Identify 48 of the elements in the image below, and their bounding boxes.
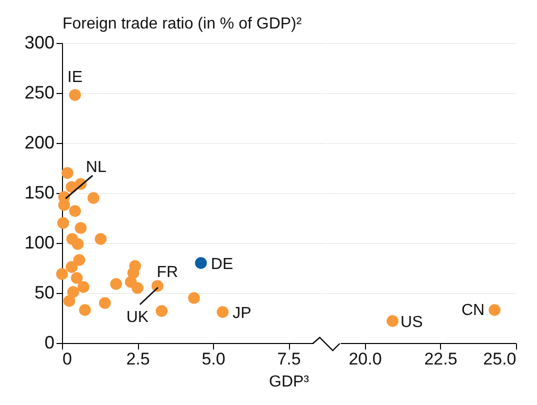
x-tick-label: 22.5 xyxy=(424,349,457,368)
point xyxy=(56,216,69,228)
point xyxy=(77,280,89,292)
x-tick-label: 25.0 xyxy=(482,349,516,368)
point xyxy=(74,222,86,234)
y-tick-label: 100 xyxy=(24,232,54,252)
point xyxy=(131,282,143,294)
y-tick-label: 50 xyxy=(34,282,54,302)
point xyxy=(78,304,90,316)
point xyxy=(155,304,168,316)
point xyxy=(71,238,84,250)
point xyxy=(70,272,82,284)
point xyxy=(61,166,73,178)
point xyxy=(216,306,228,318)
annotation: IE xyxy=(66,68,82,86)
point xyxy=(194,256,206,268)
x-axis-title: GDP³ xyxy=(268,373,310,390)
point xyxy=(86,192,99,204)
annotation: NL xyxy=(85,158,106,176)
point xyxy=(65,260,78,272)
y-axis-title: Foreign trade ratio (in % of GDP)² xyxy=(62,15,302,32)
y-tick-label: 150 xyxy=(24,182,54,202)
point xyxy=(188,292,200,304)
y-tick-label: 200 xyxy=(24,132,54,152)
point xyxy=(151,280,163,292)
x-tick-label: 20.0 xyxy=(348,349,382,368)
x-tick-label: 7.5 xyxy=(276,349,300,368)
annotation: CN xyxy=(461,302,484,318)
x-tick-label: 0 xyxy=(62,349,72,368)
y-tick-label: 250 xyxy=(24,82,54,102)
x-tick-label: 5.0 xyxy=(201,349,225,368)
annotation: FR xyxy=(156,264,178,280)
y-tick-label: 0 xyxy=(44,332,54,352)
annotation: US xyxy=(400,314,422,330)
point xyxy=(72,254,85,266)
point xyxy=(94,232,106,244)
annotation: JP xyxy=(232,304,251,322)
point xyxy=(68,88,80,100)
y-tick-label: 300 xyxy=(24,32,54,52)
point xyxy=(66,286,79,298)
point xyxy=(110,278,122,290)
point xyxy=(62,294,75,306)
point xyxy=(98,296,110,308)
annotation: UK xyxy=(126,308,148,326)
point xyxy=(56,268,68,280)
point xyxy=(68,204,80,216)
annotation: DE xyxy=(210,256,233,272)
x-tick-label: 2.5 xyxy=(126,349,150,368)
